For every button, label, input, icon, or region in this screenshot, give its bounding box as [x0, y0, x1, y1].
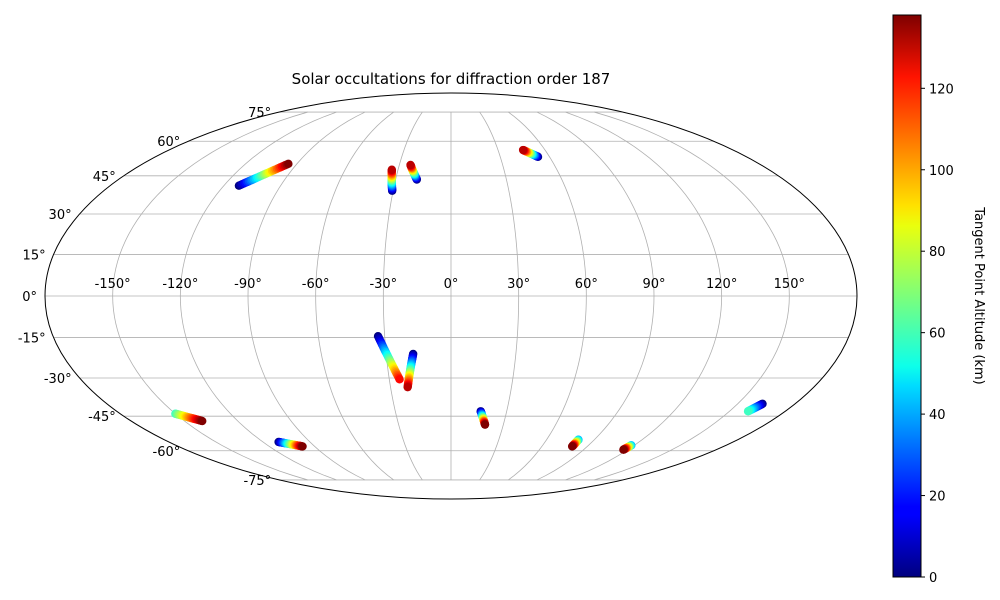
tracks	[171, 145, 767, 454]
lon-tick-label: 0°	[444, 277, 459, 292]
lon-tick-label: 120°	[706, 277, 737, 292]
colorbar-ticks: 0 20 40 60 80 100 120	[921, 82, 954, 586]
lon-tick-labels: -150° -120° -90° -60° -30° 0° 30° 60° 90° 120° 150…	[95, 277, 805, 292]
tangent-point	[567, 442, 577, 451]
tangent-point	[395, 375, 404, 384]
lon-tick-label: -120°	[162, 277, 198, 292]
meridian-line	[536, 111, 655, 481]
tangent-point	[198, 416, 207, 426]
map-boundary	[44, 92, 858, 500]
meridian-line	[479, 111, 520, 481]
lat-tick-label: -30°	[44, 372, 72, 387]
lat-tick-label: 75°	[248, 106, 271, 121]
tangent-point	[403, 382, 412, 392]
colorbar-tick-label: 0	[929, 571, 937, 586]
tangent-point	[518, 145, 528, 155]
lat-tick-label: 45°	[93, 170, 116, 185]
occultation-track	[387, 165, 397, 195]
lon-tick-label: -90°	[234, 277, 262, 292]
colorbar-tick-label: 120	[929, 82, 954, 97]
colorbar-tick-label: 80	[929, 245, 946, 260]
occultation-track	[274, 437, 307, 451]
tangent-point	[298, 442, 307, 451]
lon-tick-label: -30°	[369, 277, 397, 292]
tangent-point	[480, 420, 490, 429]
occultation-track	[619, 441, 636, 454]
chart-title: Solar occultations for diffraction order…	[292, 70, 611, 88]
lon-tick-label: 150°	[774, 277, 805, 292]
lat-tick-label: -45°	[88, 410, 116, 425]
lat-tick-label: 60°	[157, 135, 180, 150]
lat-tick-label: -75°	[243, 474, 271, 489]
tangent-point	[284, 159, 293, 169]
colorbar	[892, 14, 922, 578]
tangent-point	[406, 160, 415, 170]
meridian-line	[179, 111, 337, 481]
occultation-track	[406, 160, 422, 184]
lon-tick-label: 60°	[575, 277, 598, 292]
meridian-line	[112, 111, 308, 481]
lon-tick-label: 90°	[642, 277, 665, 292]
occultation-track	[518, 145, 543, 162]
meridian-line	[315, 111, 394, 481]
occultation-track	[476, 407, 490, 429]
colorbar-label: Tangent Point Altitude (km)	[971, 206, 986, 384]
tangent-point	[743, 407, 753, 416]
colorbar-tick-label: 100	[929, 164, 954, 179]
meridian-line	[382, 111, 423, 481]
meridian-line	[594, 111, 790, 481]
lat-tick-label: -15°	[18, 332, 46, 347]
colorbar-tick-label: 20	[929, 490, 946, 505]
lon-tick-label: -60°	[302, 277, 330, 292]
lon-tick-label: -150°	[95, 277, 131, 292]
lon-tick-label: 30°	[507, 277, 530, 292]
meridian-line	[247, 111, 366, 481]
occultation-track	[171, 409, 207, 426]
colorbar-tick-label: 40	[929, 408, 946, 423]
meridian-line	[508, 111, 587, 481]
lat-tick-label: 0°	[22, 290, 37, 305]
occultation-track	[567, 435, 583, 451]
tangent-point	[387, 165, 397, 174]
meridian-line	[565, 111, 723, 481]
graticule	[45, 111, 857, 481]
lat-tick-label: -60°	[153, 445, 181, 460]
occultation-track	[373, 331, 404, 384]
lat-tick-label: 15°	[23, 248, 46, 263]
occultation-track	[234, 159, 293, 190]
colorbar-tick-label: 60	[929, 327, 946, 342]
occultation-track	[743, 399, 767, 416]
occultation-track	[403, 349, 418, 392]
lat-tick-labels: -75° -60° -45° -30° -15° 0° 15° 30° 45° 60° 75°	[18, 106, 271, 489]
tangent-point	[619, 445, 628, 454]
lat-tick-label: 30°	[49, 208, 72, 223]
